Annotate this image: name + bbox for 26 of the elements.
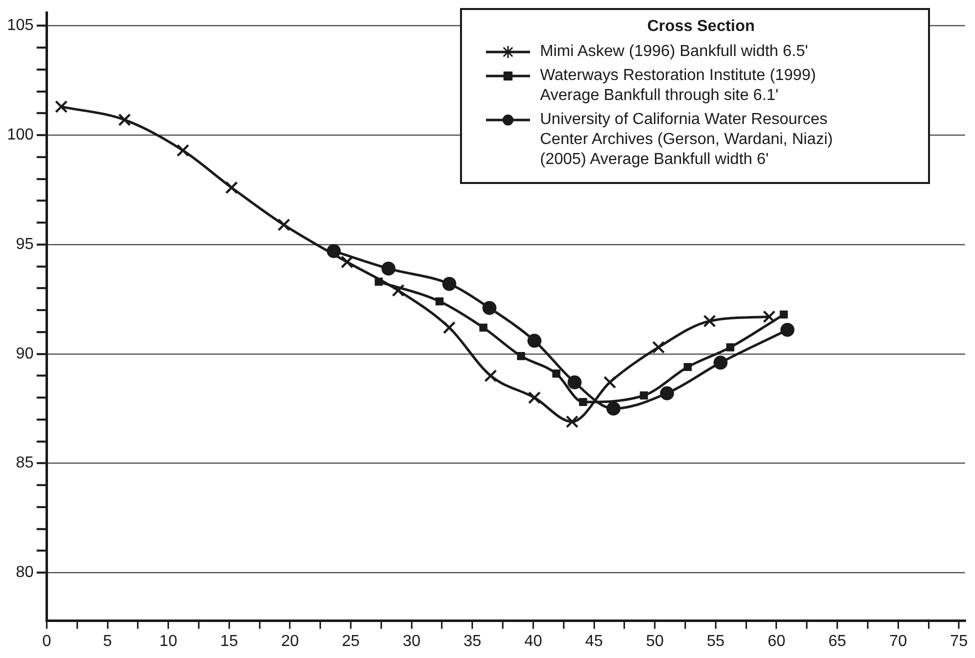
legend-label: University of California Water Resources Center Archives (Gerson, Wardani, Niazi) (2005) Average Bankfull width 6'	[540, 110, 834, 170]
x-tick-label: 70	[889, 632, 908, 650]
y-tick-label: 85	[16, 454, 34, 472]
x-tick-label: 15	[220, 632, 238, 650]
legend-title: Cross Section	[646, 18, 756, 36]
x-tick-label: 60	[768, 632, 786, 650]
y-tick-label: 80	[16, 564, 34, 582]
y-tick-label: 100	[6, 126, 34, 144]
legend-label: Waterways Restoration Institute (1999) Average Bankfull through site 6.1'	[540, 66, 817, 106]
x-tick-label: 30	[402, 632, 421, 650]
x-tick-label: 0	[42, 632, 52, 650]
x-tick-label: 55	[706, 632, 725, 650]
y-tick-label: 95	[16, 236, 34, 253]
x-tick-label: 25	[342, 632, 360, 650]
legend-label: Mimi Askew (1996) Bankfull width 6.5'	[540, 42, 810, 62]
x-tick-label: 5	[103, 632, 112, 650]
x-tick-label: 20	[281, 632, 299, 650]
x-tick-label: 35	[464, 632, 482, 650]
x-tick-label: 40	[524, 632, 542, 650]
x-tick-label: 50	[646, 632, 664, 650]
y-tick-label: 90	[16, 345, 34, 362]
x-tick-label: 65	[828, 632, 846, 650]
x-tick-label: 10	[159, 632, 178, 650]
x-tick-label: 75	[950, 632, 968, 650]
y-tick-label: 105	[6, 17, 34, 34]
x-tick-label: 45	[585, 632, 604, 650]
